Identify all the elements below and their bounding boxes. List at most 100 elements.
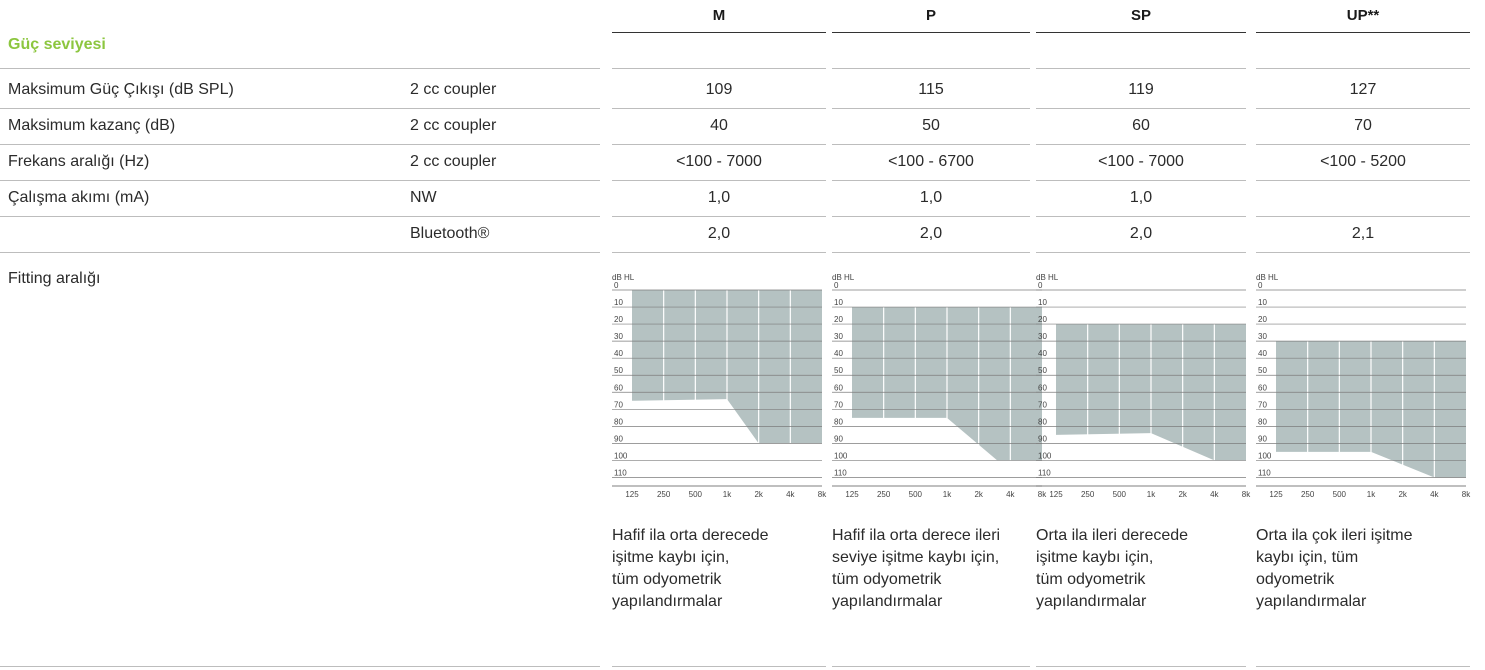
spec-value: <100 - 5200 <box>1320 153 1406 170</box>
spec-measurement: NW <box>410 189 437 206</box>
x-tick-label: 500 <box>1113 490 1127 499</box>
description-line: seviye işitme kaybı için, <box>832 549 1000 566</box>
y-tick-label: 110 <box>614 468 627 477</box>
y-tick-label: 70 <box>1038 400 1047 409</box>
y-tick-label: 110 <box>1258 468 1271 477</box>
y-tick-label: 0 <box>834 281 839 290</box>
y-tick-label: 80 <box>1258 417 1267 426</box>
description-line: odyometrik <box>1256 571 1335 588</box>
y-tick-label: 10 <box>1038 298 1047 307</box>
y-tick-label: 90 <box>834 434 843 443</box>
row-divider <box>1256 68 1470 69</box>
row-divider <box>1256 108 1470 109</box>
spec-value: 60 <box>1132 117 1150 134</box>
spec-measurement: Bluetooth® <box>410 225 490 242</box>
spec-value: 2,0 <box>919 225 943 242</box>
x-tick-label: 500 <box>1333 490 1347 499</box>
x-tick-label: 4k <box>786 490 795 499</box>
x-tick-label: 8k <box>1462 490 1471 499</box>
y-tick-label: 60 <box>834 383 843 392</box>
row-divider <box>612 108 826 109</box>
footer-divider <box>612 666 826 667</box>
row-divider <box>832 108 1030 109</box>
fitting-description-m: Hafif ila orta derecede işitme kaybı için… <box>612 525 832 613</box>
spec-row: Maksimum kazanç (dB) 2 cc coupler 40 50 60 70 <box>0 108 1485 144</box>
row-divider <box>832 216 1030 217</box>
description-line: işitme kaybı için, <box>612 549 730 566</box>
y-tick-label: 90 <box>614 434 623 443</box>
spec-value: 2,0 <box>707 225 731 242</box>
y-tick-label: 110 <box>834 468 847 477</box>
x-tick-label: 1k <box>1367 490 1376 499</box>
y-tick-label: 110 <box>1038 468 1051 477</box>
description-line: yapılandırmalar <box>1256 593 1367 610</box>
x-tick-label: 250 <box>1081 490 1095 499</box>
y-tick-label: 70 <box>834 400 843 409</box>
spec-value: 2,0 <box>1129 225 1153 242</box>
row-divider <box>1036 252 1246 253</box>
footer-divider <box>1256 666 1470 667</box>
description-line: kaybı için, tüm <box>1256 549 1359 566</box>
row-divider <box>0 252 600 253</box>
column-header-sp: SP <box>1130 7 1151 24</box>
row-divider <box>1036 144 1246 145</box>
description-line: tüm odyometrik <box>1036 571 1146 588</box>
x-tick-label: 1k <box>943 490 952 499</box>
footer-divider <box>1036 666 1246 667</box>
y-tick-label: 0 <box>1038 281 1043 290</box>
row-divider <box>1256 180 1470 181</box>
y-axis-label: dB HL <box>1036 273 1059 282</box>
x-tick-label: 2k <box>1178 490 1187 499</box>
spec-value: 2,1 <box>1351 225 1375 242</box>
x-tick-label: 125 <box>845 490 859 499</box>
fitting-description-sp: Orta ila ileri derecede işitme kaybı için… <box>1036 525 1256 613</box>
spec-label: Çalışma akımı (mA) <box>8 189 150 206</box>
description-line: Hafif ila orta derece ileri <box>832 527 1001 544</box>
x-tick-label: 500 <box>689 490 703 499</box>
y-tick-label: 70 <box>614 400 623 409</box>
spec-label: Maksimum kazanç (dB) <box>8 117 176 134</box>
y-tick-label: 40 <box>614 349 623 358</box>
x-tick-label: 1k <box>1147 490 1156 499</box>
x-tick-label: 8k <box>818 490 827 499</box>
row-divider <box>832 68 1030 69</box>
section-title: Güç seviyesi <box>8 36 106 53</box>
audiogram-sp: dB HL0 10 20 30 40 50 60 70 80 90 100 110 125 250 500 1… <box>1036 273 1251 499</box>
x-tick-label: 250 <box>877 490 891 499</box>
row-divider <box>612 68 826 69</box>
y-tick-label: 50 <box>1038 366 1047 375</box>
y-tick-label: 20 <box>614 315 623 324</box>
y-tick-label: 20 <box>1038 315 1047 324</box>
x-tick-label: 2k <box>974 490 983 499</box>
footer-divider <box>832 666 1030 667</box>
column-header-up: UP** <box>1346 7 1380 24</box>
x-tick-label: 125 <box>1049 490 1063 499</box>
row-divider <box>1036 68 1246 69</box>
spec-row: Çalışma akımı (mA) NW 1,0 1,0 1,0 <box>0 180 1485 216</box>
row-divider <box>612 252 826 253</box>
y-tick-label: 20 <box>834 315 843 324</box>
spec-measurement: 2 cc coupler <box>410 153 497 170</box>
audiogram-m: dB HL0 10 20 30 40 50 60 70 80 90 100 110 125 250 500 1… <box>612 273 827 499</box>
spec-row: Frekans aralığı (Hz) 2 cc coupler <100 - 7… <box>0 144 1485 180</box>
y-tick-label: 60 <box>1038 383 1047 392</box>
description-line: Hafif ila orta derecede <box>612 527 769 544</box>
spec-value: 1,0 <box>1129 189 1153 206</box>
row-divider <box>612 216 826 217</box>
spec-value: 119 <box>1128 81 1154 98</box>
row-divider <box>612 144 826 145</box>
description-line: yapılandırmalar <box>1036 593 1147 610</box>
x-tick-label: 125 <box>1269 490 1283 499</box>
y-tick-label: 50 <box>834 366 843 375</box>
x-tick-label: 2k <box>1398 490 1407 499</box>
x-tick-label: 8k <box>1242 490 1251 499</box>
description-line: Orta ila ileri derecede <box>1036 527 1189 544</box>
x-tick-label: 2k <box>754 490 763 499</box>
row-divider <box>0 216 600 217</box>
y-tick-label: 40 <box>834 349 843 358</box>
description-line: yapılandırmalar <box>832 593 943 610</box>
header-divider <box>612 32 826 33</box>
x-tick-label: 500 <box>909 490 923 499</box>
spec-label: Frekans aralığı (Hz) <box>8 153 150 170</box>
